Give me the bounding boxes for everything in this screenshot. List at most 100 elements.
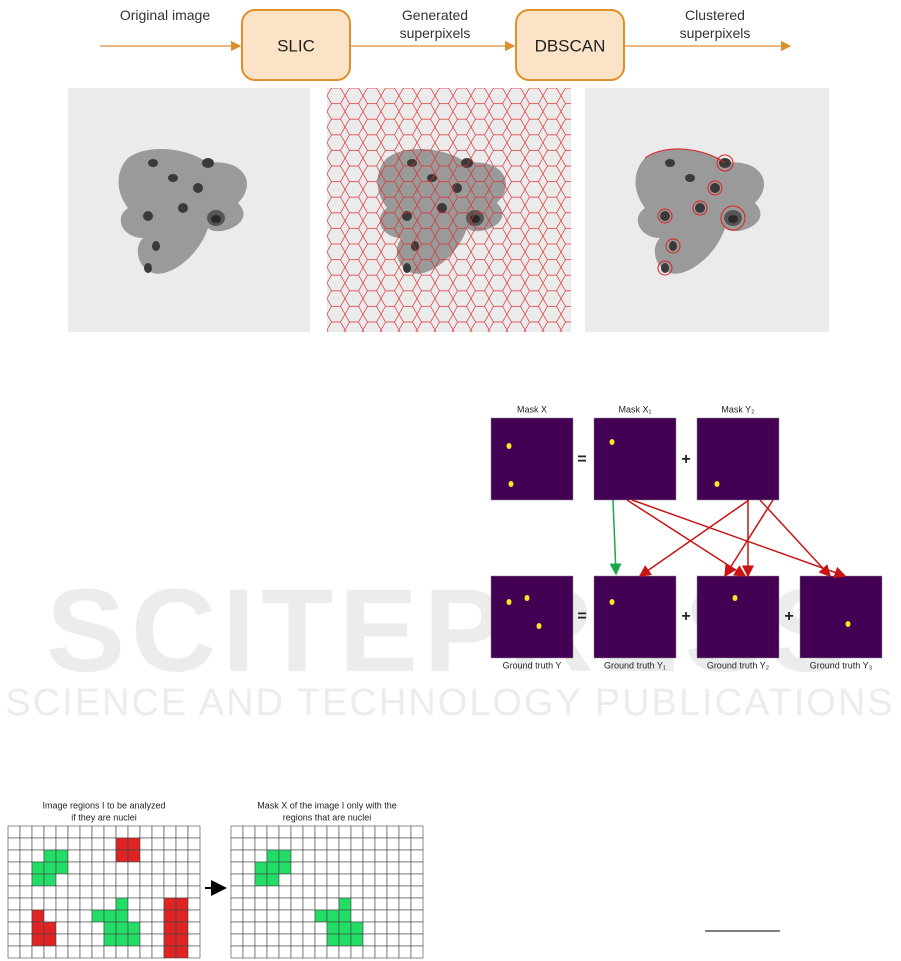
- grid-cell: [139, 873, 153, 887]
- grid-cell: [67, 921, 81, 935]
- grid-cell: [139, 837, 153, 851]
- grid-cell: [19, 885, 33, 899]
- grid-cell: [19, 837, 33, 851]
- mask-image: [490, 417, 574, 501]
- grid-cell: [254, 933, 268, 947]
- grid-cell: [151, 849, 165, 863]
- grid-cell: [151, 897, 165, 911]
- grid-cell: [175, 933, 189, 947]
- grid-cell: [79, 897, 93, 911]
- grid-cell: [91, 909, 105, 923]
- grid-cell: [242, 945, 256, 959]
- grid-cell: [7, 909, 21, 923]
- operator: =: [577, 451, 586, 468]
- grid-cell: [115, 933, 129, 947]
- grid-cell: [91, 873, 105, 887]
- grid-cell: [314, 885, 328, 899]
- grid-cell: [43, 945, 57, 959]
- grid-cell: [278, 825, 292, 839]
- mask-image: [696, 417, 780, 501]
- region-caption: regions that are nuclei: [283, 812, 372, 822]
- grid-cell: [326, 897, 340, 911]
- grid-cell: [67, 825, 81, 839]
- grid-cell: [230, 909, 244, 923]
- flow-label: Original image: [120, 7, 210, 23]
- grid-cell: [374, 945, 388, 959]
- grid-cell: [362, 897, 376, 911]
- grid-cell: [386, 861, 400, 875]
- grid-cell: [278, 909, 292, 923]
- grid-cell: [19, 897, 33, 911]
- grid-cell: [326, 933, 340, 947]
- grid-cell: [31, 909, 45, 923]
- grid-cell: [187, 849, 201, 863]
- grid-cell: [242, 837, 256, 851]
- grid-cell: [163, 909, 177, 923]
- grid-cell: [103, 945, 117, 959]
- grid-cell: [410, 825, 424, 839]
- grid-cell: [314, 921, 328, 935]
- grid-cell: [175, 861, 189, 875]
- grid-cell: [338, 909, 352, 923]
- grid-cell: [362, 837, 376, 851]
- grid-cell: [151, 825, 165, 839]
- grid-cell: [43, 909, 57, 923]
- grid-cell: [290, 873, 304, 887]
- mask-image: [593, 417, 677, 501]
- grid-cell: [31, 849, 45, 863]
- grid-cell: [326, 885, 340, 899]
- grid-cell: [103, 885, 117, 899]
- grid-cell: [175, 837, 189, 851]
- grid-cell: [127, 873, 141, 887]
- grid-cell: [386, 885, 400, 899]
- grid-cell: [410, 837, 424, 851]
- grid-cell: [374, 933, 388, 947]
- grid-cell: [278, 921, 292, 935]
- grid-cell: [290, 825, 304, 839]
- grid-cell: [19, 825, 33, 839]
- grid-cell: [115, 849, 129, 863]
- grid-cell: [326, 825, 340, 839]
- grid-cell: [175, 849, 189, 863]
- grid-cell: [103, 897, 117, 911]
- grid-cell: [43, 849, 57, 863]
- grid-cell: [187, 873, 201, 887]
- image-superpixels: [327, 88, 571, 332]
- grid-cell: [278, 933, 292, 947]
- grid-cell: [7, 837, 21, 851]
- grid-cell: [67, 933, 81, 947]
- grid-cell: [43, 885, 57, 899]
- grid-cell: [55, 945, 69, 959]
- grid-cell: [386, 837, 400, 851]
- grid-cell: [163, 861, 177, 875]
- grid-cell: [103, 933, 117, 947]
- grid-cell: [374, 909, 388, 923]
- grid-cell: [242, 909, 256, 923]
- grid-cell: [139, 909, 153, 923]
- grid-cell: [242, 921, 256, 935]
- grid-cell: [91, 885, 105, 899]
- grid-cell: [163, 921, 177, 935]
- grid-cell: [314, 909, 328, 923]
- grid-cell: [386, 873, 400, 887]
- grid-cell: [302, 849, 316, 863]
- grid-cell: [326, 837, 340, 851]
- grid-cell: [242, 861, 256, 875]
- grid-cell: [326, 861, 340, 875]
- grid-cell: [266, 921, 280, 935]
- grid-cell: [410, 909, 424, 923]
- mask-image: [799, 575, 883, 659]
- grid-cell: [266, 885, 280, 899]
- mismatch-arrow: [759, 499, 832, 578]
- grid-cell: [398, 897, 412, 911]
- grid-cell: [163, 897, 177, 911]
- grid-cell: [314, 933, 328, 947]
- grid-cell: [19, 849, 33, 863]
- grid-cell: [266, 897, 280, 911]
- grid-cell: [151, 873, 165, 887]
- grid-cell: [326, 849, 340, 863]
- grid-cell: [175, 885, 189, 899]
- grid-cell: [91, 837, 105, 851]
- mask-blob: [524, 595, 530, 601]
